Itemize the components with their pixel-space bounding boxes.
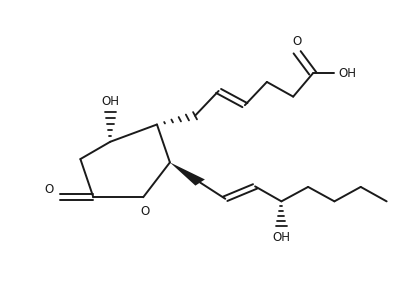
Text: O: O <box>292 35 302 48</box>
Polygon shape <box>170 162 205 186</box>
Text: O: O <box>45 183 54 196</box>
Text: O: O <box>141 205 150 218</box>
Text: OH: OH <box>338 67 356 80</box>
Text: OH: OH <box>272 231 290 244</box>
Text: OH: OH <box>101 95 119 108</box>
